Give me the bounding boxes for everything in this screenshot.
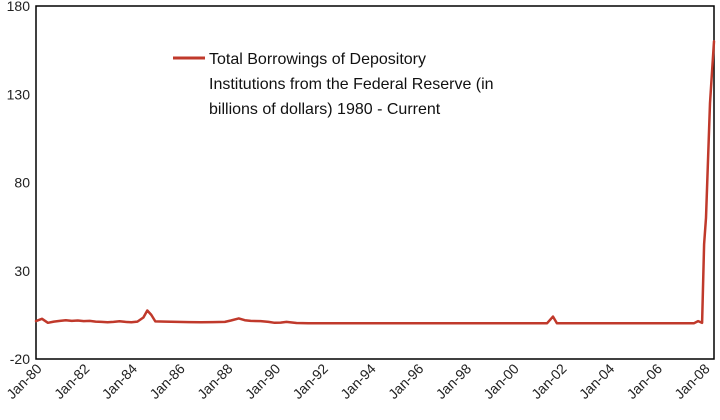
x-tick-label: Jan-08 bbox=[671, 360, 713, 402]
x-tick: Jan-06 bbox=[623, 360, 665, 402]
legend-line-3: billions of dollars) 1980 - Current bbox=[209, 101, 441, 118]
x-axis: Jan-80 Jan-82 Jan-84 Jan-86 Jan-88 Jan-90 Jan-… bbox=[3, 360, 713, 402]
y-tick-label: 30 bbox=[14, 263, 30, 279]
x-tick-label: Jan-90 bbox=[242, 360, 284, 402]
x-tick: Jan-02 bbox=[528, 360, 570, 402]
x-tick: Jan-94 bbox=[337, 360, 379, 402]
x-tick-label: Jan-98 bbox=[433, 360, 475, 402]
x-tick: Jan-90 bbox=[242, 360, 284, 402]
x-tick-label: Jan-88 bbox=[194, 360, 236, 402]
legend-line-2: Institutions from the Federal Reserve (i… bbox=[209, 76, 494, 93]
series-line bbox=[34, 40, 716, 325]
x-tick-label: Jan-02 bbox=[528, 360, 570, 402]
x-tick-label: Jan-96 bbox=[385, 360, 427, 402]
x-tick: Jan-84 bbox=[99, 360, 141, 402]
series-layer bbox=[34, 40, 716, 325]
legend: Total Borrowings of Depository Instituti… bbox=[173, 51, 494, 118]
y-tick-label: -20 bbox=[10, 351, 30, 367]
plot-area-frame bbox=[35, 5, 715, 360]
x-tick-label: Jan-82 bbox=[51, 360, 93, 402]
x-tick-label: Jan-06 bbox=[623, 360, 665, 402]
x-tick-label: Jan-86 bbox=[146, 360, 188, 402]
x-tick: Jan-88 bbox=[194, 360, 236, 402]
x-tick: Jan-08 bbox=[671, 360, 713, 402]
x-tick-label: Jan-04 bbox=[576, 360, 618, 402]
y-tick-label: 180 bbox=[7, 0, 31, 14]
x-tick-label: Jan-84 bbox=[99, 360, 141, 402]
x-tick-label: Jan-94 bbox=[337, 360, 379, 402]
x-tick: Jan-04 bbox=[576, 360, 618, 402]
x-tick: Jan-96 bbox=[385, 360, 427, 402]
x-tick-label: Jan-92 bbox=[289, 360, 331, 402]
x-tick: Jan-98 bbox=[433, 360, 475, 402]
y-tick-label: 130 bbox=[7, 86, 31, 102]
x-tick: Jan-86 bbox=[146, 360, 188, 402]
x-tick: Jan-82 bbox=[51, 360, 93, 402]
y-tick-label: 80 bbox=[14, 175, 30, 191]
x-tick: Jan-00 bbox=[480, 360, 522, 402]
x-tick: Jan-92 bbox=[289, 360, 331, 402]
legend-line-1: Total Borrowings of Depository bbox=[209, 51, 426, 68]
x-tick-label: Jan-00 bbox=[480, 360, 522, 402]
y-axis: -20 30 80 130 180 bbox=[7, 0, 31, 367]
